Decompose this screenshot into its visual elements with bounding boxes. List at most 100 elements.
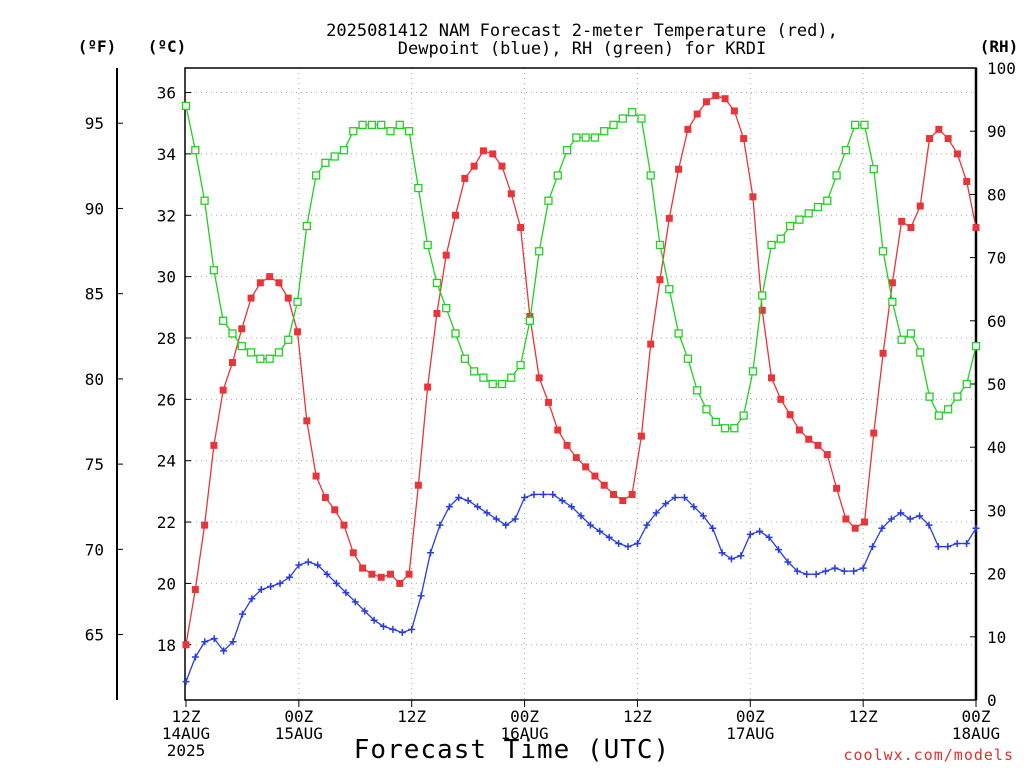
rh-point — [581, 133, 590, 142]
dewpoint-point — [934, 543, 942, 551]
temperature-point — [823, 451, 831, 459]
rh-point — [321, 158, 330, 167]
temperature-point — [228, 359, 236, 367]
time-tick-label: 00Z — [962, 707, 991, 726]
rh-point — [813, 202, 823, 212]
dewpoint-point — [944, 543, 952, 551]
rh-point — [330, 152, 339, 161]
fahrenheit-tick-label: 70 — [85, 540, 104, 559]
dewpoint-point — [483, 509, 491, 517]
rh-point — [395, 120, 404, 130]
rh-point — [209, 266, 219, 275]
rh-point — [442, 304, 451, 313]
rh-point — [711, 417, 720, 427]
celsius-tick-label: 20 — [157, 574, 176, 593]
source-credit: coolwx.com/models — [843, 746, 1014, 764]
dewpoint-point — [963, 540, 971, 548]
rh-tick-label: 70 — [987, 249, 1006, 268]
dewpoint-point — [257, 586, 265, 594]
rh-point — [897, 335, 906, 344]
dewpoint-point — [267, 582, 275, 590]
dewpoint-point — [699, 512, 707, 520]
rh-point — [246, 348, 256, 357]
temperature-point — [860, 518, 868, 526]
rh-point — [665, 285, 674, 294]
rh-point — [646, 171, 655, 180]
rh-point — [776, 234, 785, 243]
fahrenheit-tick-label: 65 — [85, 626, 104, 645]
time-tick-label: 2025 — [167, 741, 206, 760]
rh-point — [823, 196, 832, 205]
dewpoint-point — [709, 524, 717, 532]
temperature-point — [219, 386, 227, 394]
rh-point — [600, 127, 609, 136]
rh-point — [888, 297, 897, 306]
temperature-point — [284, 294, 292, 302]
data-series — [181, 92, 981, 686]
dewpoint-point — [370, 616, 378, 624]
time-tick-label: 12Z — [172, 707, 201, 726]
temperature-point — [851, 524, 859, 532]
temperature-point — [535, 374, 543, 382]
dewpoint-point — [492, 515, 500, 523]
rh-tick-label: 30 — [987, 501, 1006, 520]
rh-point — [507, 373, 516, 382]
temperature-point — [498, 162, 506, 170]
temperature-point — [805, 435, 813, 443]
temperature-point — [424, 383, 432, 391]
temperature-point — [275, 279, 283, 287]
rh-point — [832, 171, 841, 180]
rh-point — [674, 329, 683, 338]
temperature-point — [916, 202, 924, 210]
plot-frame — [184, 67, 977, 701]
dewpoint-series — [182, 490, 980, 686]
temperature-point — [591, 472, 599, 480]
rh-point — [219, 316, 228, 325]
temperature-point — [628, 490, 636, 498]
dewpoint-point — [549, 490, 557, 498]
temperature-point — [368, 570, 376, 578]
temperature-point — [340, 521, 348, 529]
dewpoint-point — [201, 638, 209, 646]
temperature-point — [544, 398, 552, 406]
celsius-tick-label: 18 — [157, 636, 176, 655]
rh-tick-label: 10 — [987, 628, 1006, 647]
dewpoint-point — [793, 567, 801, 575]
temperature-point — [870, 429, 878, 437]
temperature-point — [842, 515, 850, 523]
rh-point — [274, 348, 284, 357]
rh-point — [488, 379, 497, 389]
rh-point — [460, 354, 469, 363]
rh-tick-label: 60 — [987, 312, 1006, 331]
rh-point — [869, 164, 878, 174]
dewpoint-point — [408, 625, 416, 633]
temperature-point — [507, 190, 515, 198]
rh-point — [525, 316, 535, 325]
dewpoint-point — [680, 494, 688, 502]
rh-point — [451, 329, 460, 338]
fahrenheit-tick-label: 85 — [85, 285, 104, 304]
dewpoint-point — [690, 503, 698, 511]
dewpoint-point — [953, 540, 961, 548]
rh-point — [860, 120, 869, 130]
temperature-point — [489, 150, 497, 158]
dewpoint-point — [897, 509, 905, 517]
temperature-point — [749, 193, 757, 201]
temperature-point — [693, 110, 701, 118]
temperature-point — [768, 374, 776, 382]
dewpoint-point — [238, 610, 246, 618]
temperature-point — [433, 309, 441, 317]
rh-tick-label: 90 — [987, 122, 1006, 141]
temperature-point — [953, 150, 961, 158]
temperature-point — [814, 441, 822, 449]
temperature-point — [452, 211, 460, 219]
time-tick-label: 15AUG — [275, 724, 323, 743]
rh-point — [237, 341, 246, 351]
fahrenheit-tick-label: 90 — [85, 199, 104, 218]
rh-point — [386, 127, 395, 136]
rh-point — [479, 373, 488, 382]
rh-point — [311, 171, 321, 180]
dewpoint-point — [314, 561, 322, 569]
temperature-point — [684, 125, 692, 133]
